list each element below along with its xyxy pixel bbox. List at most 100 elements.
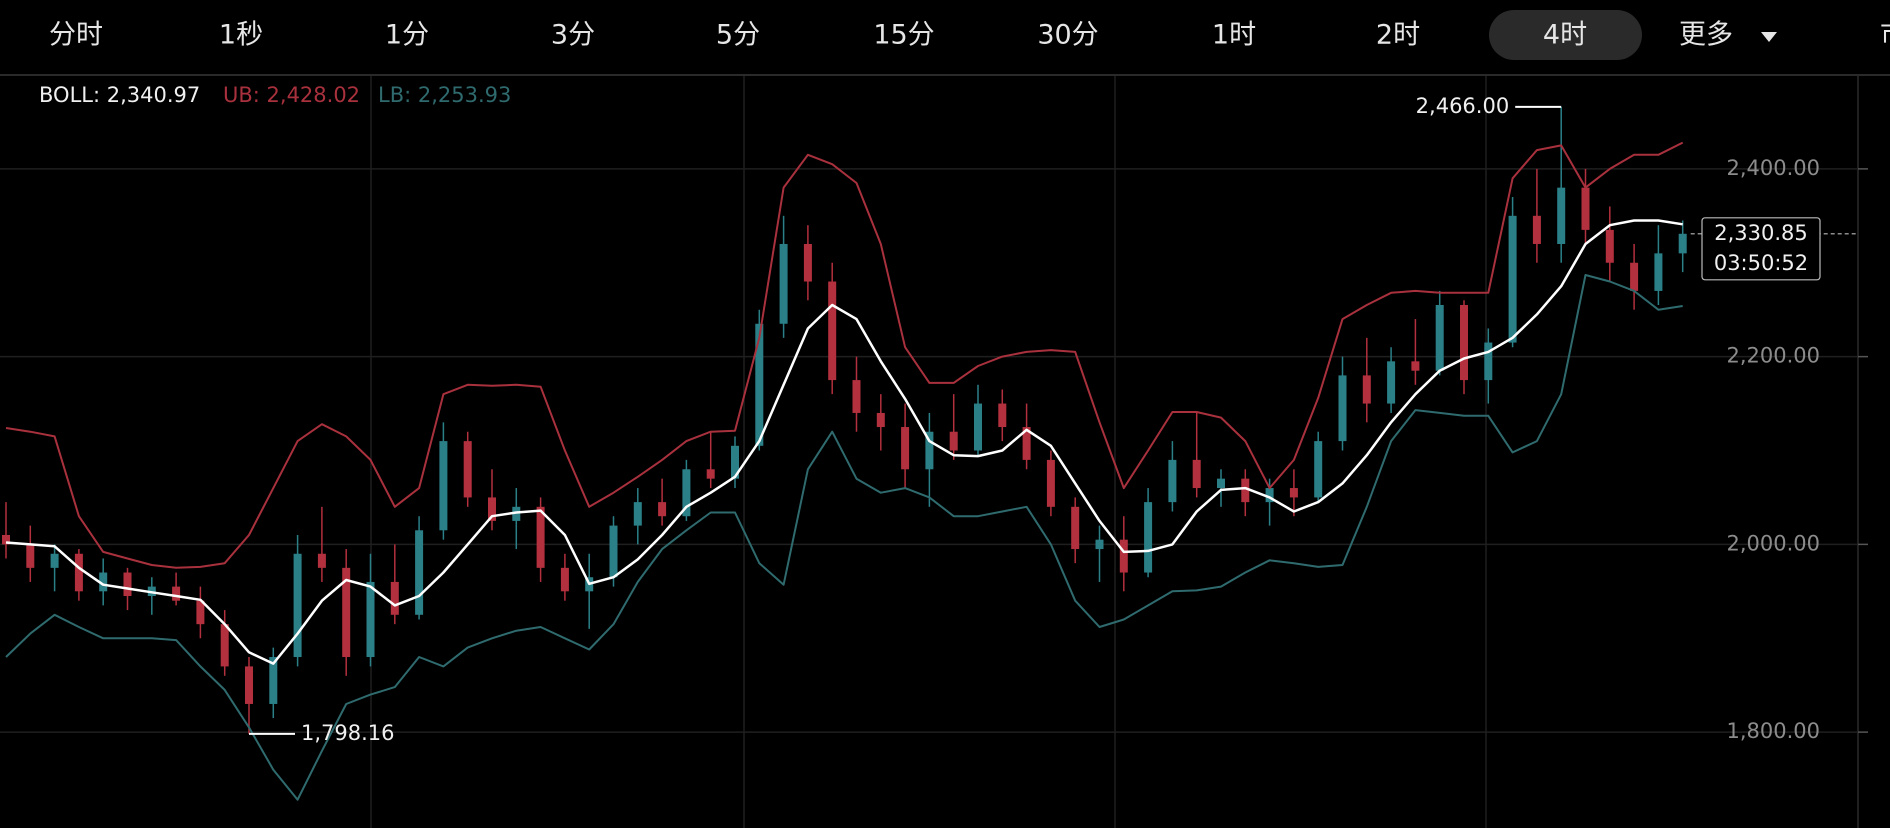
candle-body [196, 600, 205, 625]
candle-body [99, 572, 108, 592]
candle-body [1581, 187, 1590, 230]
candle-body [1605, 229, 1614, 263]
candle-body [342, 567, 351, 658]
candle-body [1484, 342, 1493, 381]
candle-body [949, 431, 958, 451]
candle-body [220, 624, 229, 667]
candle-body [1557, 187, 1566, 244]
candle-body [1144, 502, 1153, 573]
legend-ub: UB: 2,428.02 [223, 83, 360, 107]
last-price: 2,330.85 [1714, 221, 1808, 245]
y-tick-label: 1,800.00 [1726, 719, 1820, 743]
candle-body [317, 553, 326, 568]
candle-body [609, 525, 618, 578]
candle-body [1678, 233, 1687, 254]
candle-body [925, 431, 934, 470]
candle-body [1387, 361, 1396, 404]
legend: BOLL: 2,340.97 UB: 2,428.02 LB: 2,253.93 [39, 83, 511, 107]
candle-body [731, 445, 739, 479]
candle-body [1192, 459, 1201, 489]
candle-body [366, 581, 375, 658]
candle-body [1362, 375, 1371, 404]
candle-body [415, 530, 424, 615]
candle-body [1168, 459, 1177, 503]
candle-body [269, 657, 278, 704]
tab[interactable]: 1秒 [219, 20, 263, 51]
candle-body [536, 506, 545, 568]
legend-boll: BOLL: 2,340.97 [39, 83, 200, 107]
candle-body [998, 403, 1007, 428]
candle-body [26, 544, 35, 568]
candle-body [1119, 539, 1128, 573]
countdown: 03:50:52 [1714, 251, 1808, 275]
candle-body [876, 412, 885, 428]
low-label: 1,798.16 [301, 721, 395, 745]
candle-body [828, 281, 837, 381]
candle-body [74, 553, 83, 592]
candle-body [706, 469, 715, 479]
toolbar: 市 分时 1秒 1分 3分 5分 15分 30分 1时 2时 4时 更多 [0, 10, 1890, 76]
candle-body [633, 502, 642, 526]
candle-body [1654, 253, 1663, 291]
tab[interactable]: 2时 [1376, 20, 1420, 51]
candle-body [779, 243, 788, 324]
candle-body [293, 553, 302, 658]
candle-body [560, 567, 569, 592]
candle-body [172, 586, 181, 601]
band-line [5, 219, 1683, 665]
y-tick-label: 2,200.00 [1726, 344, 1820, 368]
candle-body [974, 403, 982, 451]
candle-body [1289, 488, 1298, 498]
edge-text: 市 [1880, 20, 1890, 51]
candle-body [1630, 262, 1639, 291]
dropdown-arrow[interactable] [1761, 32, 1777, 42]
candle-body [1265, 488, 1274, 503]
candle-body [390, 581, 399, 615]
candle-body [1095, 539, 1104, 550]
candle-body [803, 243, 812, 282]
candle-body [1338, 375, 1347, 442]
candle-body [439, 441, 448, 531]
candle-body [1241, 478, 1250, 503]
band-line [5, 141, 1684, 569]
active-tab-bg [1489, 10, 1642, 60]
last-price-box [1701, 217, 1821, 281]
candle-body [1314, 441, 1323, 498]
tab[interactable]: 15分 [873, 20, 934, 51]
candle-body [1022, 427, 1031, 460]
candle-body [488, 497, 496, 521]
candle-body [755, 323, 764, 446]
candle-body [1071, 506, 1080, 550]
candle-body [1508, 215, 1517, 343]
tab[interactable]: 30分 [1037, 20, 1098, 51]
candle-body [1460, 304, 1468, 381]
candle-body [123, 572, 132, 597]
plot-area [0, 75, 1859, 828]
candle-body [658, 502, 667, 517]
tab[interactable]: 5分 [716, 20, 760, 51]
tab[interactable]: 更多 [1679, 20, 1733, 51]
band-line [5, 274, 1683, 801]
candle-body [1411, 361, 1420, 371]
candle-body [1435, 304, 1444, 371]
tab[interactable]: 1分 [385, 20, 429, 51]
candle-body [50, 553, 59, 568]
tab[interactable]: 1时 [1212, 20, 1256, 51]
candle-body [245, 666, 253, 704]
candle-body [682, 469, 691, 517]
candle-body [512, 506, 521, 521]
high-label: 2,466.00 [1416, 94, 1510, 118]
y-tick-label: 2,000.00 [1726, 531, 1820, 555]
tab[interactable]: 4时 [1543, 20, 1587, 51]
tab[interactable]: 3分 [551, 20, 595, 51]
y-tick-label: 2,400.00 [1726, 156, 1820, 180]
candle-body [1046, 459, 1055, 507]
tab[interactable]: 分时 [49, 20, 103, 51]
candle-body [463, 441, 472, 498]
candle-body [1217, 478, 1225, 489]
candle-body [1532, 215, 1541, 244]
candle-body [852, 380, 861, 413]
